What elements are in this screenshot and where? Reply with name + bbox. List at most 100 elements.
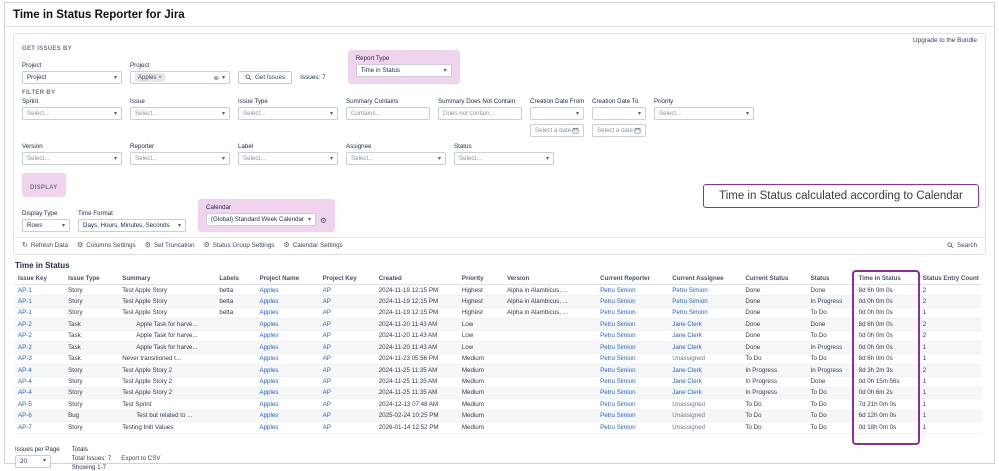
current-assignee-link[interactable]: Jane Clerk [672, 344, 702, 351]
issue-key-link[interactable]: AP-2 [18, 332, 32, 339]
calendar-settings-button[interactable]: ⚙ Calendar Settings [283, 242, 342, 249]
project-key-link[interactable]: AP [323, 344, 331, 351]
project-name-link[interactable]: Apples [259, 412, 278, 419]
issue-key-link[interactable]: AP-2 [18, 321, 32, 328]
column-header-time-in-status[interactable]: Time in Status [856, 273, 920, 285]
project-key-link[interactable]: AP [323, 287, 331, 294]
project-key-link[interactable]: AP [323, 367, 331, 374]
project-key-link[interactable]: AP [323, 389, 331, 396]
column-header-issue-key[interactable]: Issue Key [15, 273, 65, 285]
project-name-link[interactable]: Apples [259, 378, 278, 385]
current-assignee-link[interactable]: Jane Clerk [672, 367, 702, 374]
project-key-link[interactable]: AP [323, 378, 331, 385]
status-select[interactable]: Select... ▾ [454, 152, 554, 165]
set-truncation-button[interactable]: ⚙ Set Truncation [145, 242, 195, 249]
column-header-version[interactable]: Version [504, 273, 597, 285]
issue-key-link[interactable]: AP-1 [18, 298, 32, 305]
creation-date-from-input[interactable]: Select a date [530, 124, 584, 137]
issue-key-link[interactable]: AP-4 [18, 378, 32, 385]
get-issues-button[interactable]: Get Issues [238, 71, 292, 84]
export-csv-button[interactable]: Export to CSV [121, 455, 160, 462]
column-header-issue-type[interactable]: Issue Type [65, 273, 119, 285]
current-assignee-link[interactable]: Petru Simion [672, 287, 707, 294]
project-name-link[interactable]: Apples [259, 367, 278, 374]
current-reporter-link[interactable]: Petru Simion [600, 424, 635, 431]
current-reporter-link[interactable]: Petru Simion [600, 355, 635, 362]
issue-key-link[interactable]: AP-2 [18, 344, 32, 351]
project-name-link[interactable]: Apples [259, 298, 278, 305]
summary-contains-input[interactable] [346, 107, 430, 120]
column-header-created[interactable]: Created [376, 273, 459, 285]
current-assignee-link[interactable]: Jane Clerk [672, 378, 702, 385]
columns-settings-button[interactable]: ⚙ Columns Settings [77, 242, 136, 249]
project-key-link[interactable]: AP [323, 401, 331, 408]
label-select[interactable]: Select... ▾ [238, 152, 338, 165]
current-assignee-link[interactable]: Petru Simion [672, 309, 707, 316]
project-key-link[interactable]: AP [323, 424, 331, 431]
project-key-link[interactable]: AP [323, 321, 331, 328]
current-assignee-link[interactable]: Jane Clerk [672, 321, 702, 328]
assignee-select[interactable]: Select... ▾ [346, 152, 446, 165]
issue-key-link[interactable]: AP-6 [18, 412, 32, 419]
current-reporter-link[interactable]: Petru Simion [600, 378, 635, 385]
project-chip[interactable]: Apples × [135, 73, 165, 82]
issue-key-link[interactable]: AP-1 [18, 309, 32, 316]
project-name-link[interactable]: Apples [259, 332, 278, 339]
current-reporter-link[interactable]: Petru Simion [600, 287, 635, 294]
refresh-data-button[interactable]: ↻ Refresh Data [22, 242, 68, 249]
current-reporter-link[interactable]: Petru Simion [600, 367, 635, 374]
upgrade-bundle-link[interactable]: Upgrade to the Bundle [22, 37, 977, 44]
project-key-link[interactable]: AP [323, 332, 331, 339]
column-header-status-entry-count[interactable]: Status Entry Count [920, 273, 982, 285]
clear-field-icon[interactable]: ⊗ [214, 74, 219, 82]
issue-key-link[interactable]: AP-4 [18, 367, 32, 374]
current-reporter-link[interactable]: Petru Simion [600, 412, 635, 419]
project-name-link[interactable]: Apples [259, 355, 278, 362]
priority-select[interactable]: Select... ▾ [654, 107, 754, 120]
summary-not-contains-input[interactable] [438, 107, 522, 120]
issue-select[interactable]: Select... ▾ [130, 107, 230, 120]
sprint-select[interactable]: Select... ▾ [22, 107, 122, 120]
current-reporter-link[interactable]: Petru Simion [600, 321, 635, 328]
column-header-current-assignee[interactable]: Current Assignee [669, 273, 742, 285]
time-format-select[interactable]: Days, Hours, Minutes, Seconds ▾ [78, 219, 186, 232]
column-header-labels[interactable]: Labels [216, 273, 256, 285]
issues-per-page-select[interactable]: 20 ▾ [15, 455, 51, 468]
issue-key-link[interactable]: AP-7 [18, 424, 32, 431]
current-reporter-link[interactable]: Petru Simion [600, 332, 635, 339]
current-reporter-link[interactable]: Petru Simion [600, 309, 635, 316]
reporter-select[interactable]: Select... ▾ [130, 152, 230, 165]
report-type-select[interactable]: Time in Status ▾ [356, 64, 452, 77]
project-name-link[interactable]: Apples [259, 424, 278, 431]
current-assignee-link[interactable]: Petru Simion [672, 298, 707, 305]
current-assignee-link[interactable]: Jane Clerk [672, 389, 702, 396]
project-name-link[interactable]: Apples [259, 321, 278, 328]
project-name-link[interactable]: Apples [259, 309, 278, 316]
current-reporter-link[interactable]: Petru Simion [600, 344, 635, 351]
column-header-priority[interactable]: Priority [459, 273, 504, 285]
creation-date-to-input[interactable]: Select a date [592, 124, 646, 137]
column-header-summary[interactable]: Summary [119, 273, 216, 285]
calendar-settings-gear-icon[interactable]: ⚙ [320, 217, 327, 227]
project-name-link[interactable]: Apples [259, 344, 278, 351]
remove-chip-icon[interactable]: × [158, 75, 162, 81]
column-header-current-reporter[interactable]: Current Reporter [597, 273, 669, 285]
project-key-link[interactable]: AP [323, 355, 331, 362]
column-header-current-status[interactable]: Current Status [742, 273, 807, 285]
calendar-select[interactable]: (Global) Standard Week Calendar ▾ [206, 213, 316, 226]
project-key-link[interactable]: AP [323, 412, 331, 419]
status-group-settings-button[interactable]: ⚙ Status Group Settings [204, 242, 275, 249]
creation-date-from-operator-select[interactable]: ▾ [530, 107, 584, 120]
issue-key-link[interactable]: AP-4 [18, 389, 32, 396]
display-type-select[interactable]: Rows ▾ [22, 219, 70, 232]
project-key-link[interactable]: AP [323, 309, 331, 316]
project-picker[interactable]: Apples × ⊗ ▾ [130, 71, 230, 84]
issue-type-select[interactable]: Select... ▾ [238, 107, 338, 120]
current-assignee-link[interactable]: Jane Clerk [672, 332, 702, 339]
issue-key-link[interactable]: AP-1 [18, 287, 32, 294]
issue-key-link[interactable]: AP-3 [18, 355, 32, 362]
project-name-link[interactable]: Apples [259, 389, 278, 396]
issue-key-link[interactable]: AP-5 [18, 401, 32, 408]
version-select[interactable]: Select... ▾ [22, 152, 122, 165]
project-name-link[interactable]: Apples [259, 401, 278, 408]
